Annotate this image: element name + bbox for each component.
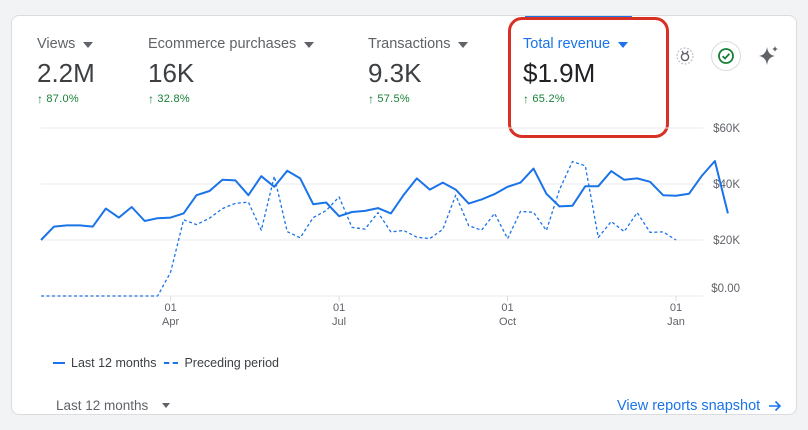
caret-down-icon: [304, 42, 315, 48]
metric-views[interactable]: Views 2.2M ↑ 87.0%: [37, 36, 95, 105]
date-range-label: Last 12 months: [56, 398, 149, 413]
solid-line-swatch: [53, 362, 65, 364]
metric-delta: 65.2%: [532, 93, 566, 105]
metric-delta: 57.5%: [377, 93, 411, 105]
metric-label: Ecommerce purchases: [148, 36, 297, 52]
sparkle-icon[interactable]: [753, 41, 783, 71]
arrow-up-icon: ↑: [148, 91, 155, 106]
metric-label: Transactions: [368, 36, 451, 52]
check-circle-icon[interactable]: [711, 41, 741, 71]
arrow-right-icon: [769, 400, 782, 412]
metric-transactions[interactable]: Transactions 9.3K ↑ 57.5%: [368, 36, 469, 106]
caret-down-icon: [83, 42, 94, 48]
view-reports-snapshot-link[interactable]: View reports snapshot: [617, 398, 782, 414]
arrow-up-icon: ↑: [37, 91, 44, 106]
arrow-up-icon: ↑: [523, 91, 530, 106]
insights-badge-icon[interactable]: [670, 41, 700, 71]
arrow-up-icon: ↑: [368, 91, 375, 106]
date-range-dropdown[interactable]: Last 12 months: [56, 398, 171, 413]
legend-item-previous: Preceding period: [164, 356, 279, 370]
metric-label: Total revenue: [523, 36, 611, 52]
dashed-line-swatch: [164, 362, 179, 364]
caret-down-icon: [618, 42, 629, 48]
metric-total-revenue[interactable]: Total revenue $1.9M ↑ 65.2%: [523, 36, 629, 106]
overview-card: Views 2.2M ↑ 87.0% Ecommerce purchases 16…: [11, 15, 797, 415]
metric-delta: 32.8%: [157, 93, 191, 105]
metric-label: Views: [37, 36, 76, 52]
caret-down-icon: [162, 403, 171, 408]
chart-legend: Last 12 months Preceding period: [53, 356, 287, 370]
metric-value: 9.3K: [368, 58, 422, 88]
metric-value: $1.9M: [523, 58, 596, 88]
active-metric-indicator: [525, 16, 632, 20]
legend-item-current: Last 12 months: [53, 356, 156, 370]
metric-value: 16K: [148, 58, 195, 88]
metric-value: 2.2M: [37, 58, 95, 88]
metric-ecommerce-purchases[interactable]: Ecommerce purchases 16K ↑ 32.8%: [148, 36, 315, 106]
caret-down-icon: [458, 42, 469, 48]
metric-delta: 87.0%: [46, 93, 80, 105]
snapshot-label: View reports snapshot: [617, 398, 761, 414]
